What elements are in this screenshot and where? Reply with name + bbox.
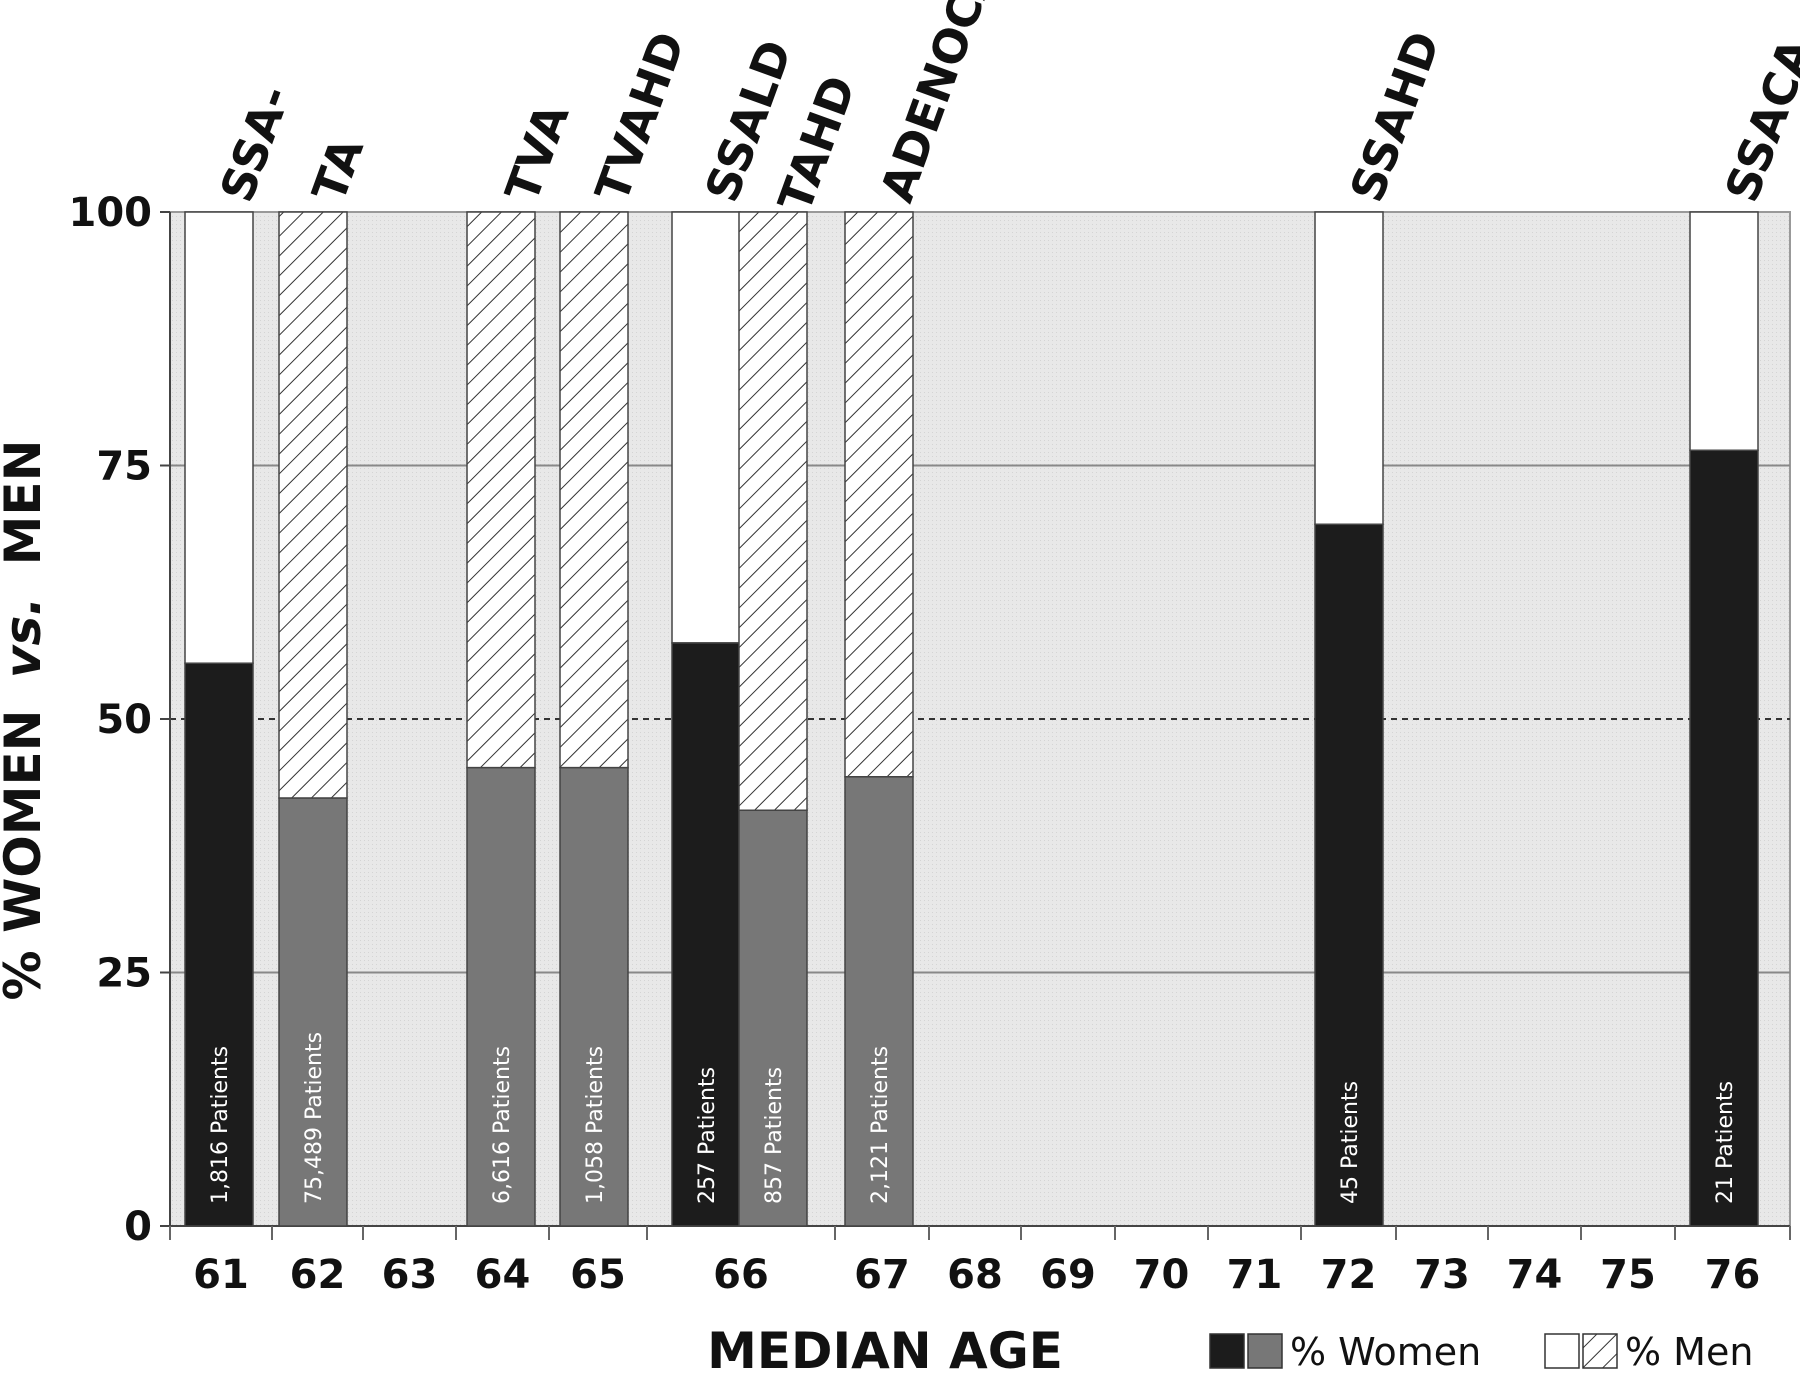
legend-swatch-women-gray <box>1247 1333 1283 1369</box>
y-axis-title-part2: MEN <box>0 440 52 566</box>
x-tick-label: 66 <box>713 1252 769 1298</box>
bar-men-segment <box>466 211 536 769</box>
y-axis-title-vs: vs. <box>0 597 52 678</box>
x-tick-label: 70 <box>1134 1252 1190 1298</box>
bar-patients-label: 857 Patients <box>762 1067 787 1204</box>
x-tick-label: 64 <box>475 1252 531 1298</box>
bar-women-segment <box>1314 523 1384 1227</box>
x-tick-label: 75 <box>1600 1252 1656 1298</box>
bar-ssaca: 21 Patients <box>1689 211 1759 1227</box>
x-tick-label: 71 <box>1227 1252 1283 1298</box>
legend-label-women: % Women <box>1290 1330 1481 1374</box>
bar-men-segment <box>738 211 808 812</box>
x-tick-label: 69 <box>1040 1252 1096 1298</box>
category-label: ADENOCA <box>870 0 1007 209</box>
x-tick-label: 63 <box>382 1252 438 1298</box>
x-tick-label: 76 <box>1705 1252 1761 1298</box>
y-axis: 0 25 50 75 100 <box>69 190 171 1250</box>
x-tick-label: 68 <box>947 1252 1003 1298</box>
bar-women-segment <box>184 662 254 1227</box>
x-tick-label: 74 <box>1507 1252 1563 1298</box>
legend-swatch-women-dark <box>1209 1333 1245 1369</box>
x-tick-label: 67 <box>854 1252 910 1298</box>
bar-ta: 75,489 Patients <box>278 211 348 1227</box>
svg-text:% WOMEN vs. MEN: % WOMEN vs. MEN <box>0 440 52 1001</box>
bar-patients-label: 75,489 Patients <box>302 1032 327 1204</box>
bar-patients-label: 45 Patients <box>1338 1081 1363 1204</box>
x-axis-title: MEDIAN AGE <box>707 1322 1063 1378</box>
x-tick-label: 73 <box>1414 1252 1470 1298</box>
bar-ssald: 257 Patients <box>671 211 741 1227</box>
y-tick-label: 75 <box>96 444 152 490</box>
bar-men-segment <box>671 211 741 644</box>
x-tick-label: 61 <box>193 1252 249 1298</box>
bar-men-segment <box>844 211 914 778</box>
category-label: TA <box>302 130 375 208</box>
bar-ssahd: 45 Patients <box>1314 211 1384 1227</box>
y-tick-label: 25 <box>96 951 152 997</box>
category-label: SSACA <box>1715 31 1800 209</box>
bar-ssa-: 1,816 Patients <box>184 211 254 1227</box>
x-tick-label: 72 <box>1321 1252 1377 1298</box>
bar-tvahd: 1,058 Patients <box>559 211 629 1227</box>
bar-men-segment <box>1314 211 1384 526</box>
legend: % Women % Men <box>1209 1330 1753 1374</box>
bar-patients-label: 1,816 Patients <box>208 1046 233 1204</box>
bar-patients-label: 21 Patients <box>1713 1081 1738 1204</box>
category-label: TVAHD <box>585 25 696 209</box>
x-tick-label: 65 <box>570 1252 626 1298</box>
bar-men-segment <box>1689 211 1759 452</box>
x-axis: 61 62 63 64 65 66 67 68 69 70 71 72 73 74 75 76 <box>169 1225 1791 1298</box>
bar-women-segment <box>1689 449 1759 1227</box>
bar-patients-label: 6,616 Patients <box>490 1046 515 1204</box>
bar-women-segment <box>671 642 741 1227</box>
legend-swatch-men-white <box>1544 1333 1580 1369</box>
category-label: SSA- <box>210 79 301 209</box>
legend-swatch-men-hatched <box>1582 1333 1618 1369</box>
y-tick-label: 0 <box>124 1204 152 1250</box>
bar-adenoca: 2,121 Patients <box>844 211 914 1227</box>
gridlines <box>170 464 1790 974</box>
bar-patients-label: 1,058 Patients <box>583 1046 608 1204</box>
bar-men-segment <box>184 211 254 664</box>
category-label: TVA <box>495 96 580 208</box>
x-tick-label: 62 <box>290 1252 346 1298</box>
bar-women-segment <box>738 809 808 1227</box>
legend-label-men: % Men <box>1625 1330 1753 1374</box>
category-label: SSAHD <box>1340 24 1451 208</box>
y-tick-label: 50 <box>96 697 152 743</box>
bar-patients-label: 2,121 Patients <box>868 1046 893 1204</box>
y-axis-title: % WOMEN vs. MEN <box>0 440 52 1001</box>
bar-women-segment <box>559 766 629 1227</box>
bar-men-segment <box>278 211 348 799</box>
bar-patients-label: 257 Patients <box>695 1067 720 1204</box>
bar-women-segment <box>466 766 536 1227</box>
y-axis-title-part1: % WOMEN <box>0 710 52 1001</box>
bar-men-segment <box>559 211 629 769</box>
bar-women-segment <box>278 797 348 1227</box>
bar-tahd: 857 Patients <box>738 211 808 1227</box>
y-tick-label: 100 <box>69 190 153 236</box>
bars: 1,816 Patients 75,489 Patients 6,616 Patie… <box>184 211 1759 1227</box>
bar-women-segment <box>844 776 914 1227</box>
bar-tva: 6,616 Patients <box>466 211 536 1227</box>
